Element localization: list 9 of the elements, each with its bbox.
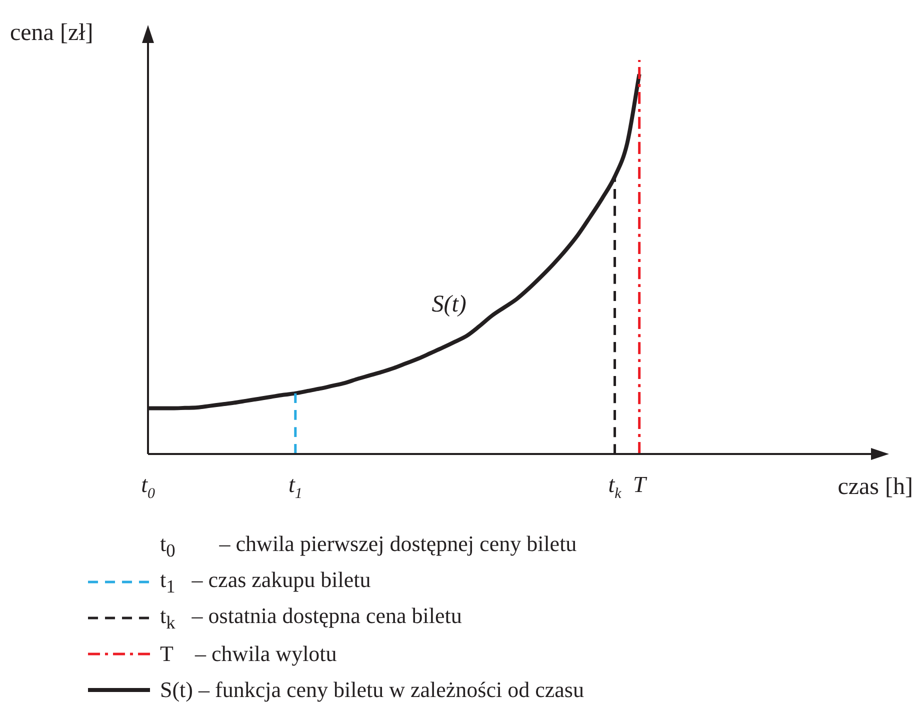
legend-label: T – chwila wylotu: [160, 641, 337, 667]
legend-label: t$_{k}$ – ostatnia dostępna cena biletu: [160, 602, 462, 634]
x-axis-title: czas [h]: [838, 474, 913, 500]
x-tick-label: T: [632, 472, 648, 497]
annotation: S(t): [432, 292, 466, 318]
legend-label: S(t) – funkcja ceny biletu w zależności od czasu: [160, 677, 584, 703]
text: t$_{0}$ – chwila pierwszej dostępnej ceny biletu: [160, 530, 577, 560]
legend-label: t$_{1}$ – czas zakupu biletu: [160, 566, 371, 598]
y-axis-title: cena [zł]: [10, 20, 94, 46]
